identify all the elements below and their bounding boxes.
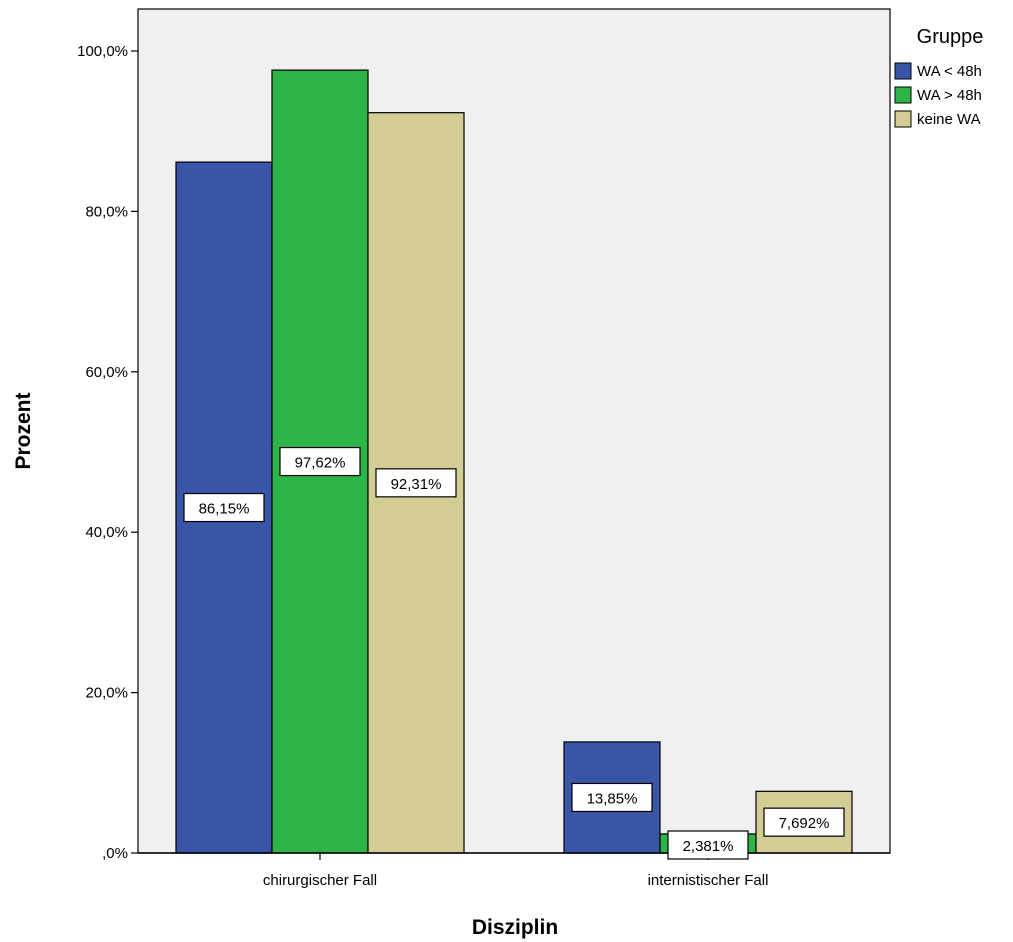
data-label-box [375,468,457,498]
data-label: 92,31% [391,476,442,493]
x-axis-title: Disziplin [472,916,558,939]
data-label-box [571,782,653,813]
y-tick-label: 60,0% [85,364,128,381]
x-tick-label: chirurgischer Fall [263,872,377,889]
data-label-box [183,492,265,523]
x-tick-label: internistischer Fall [648,872,769,889]
legend-swatch [894,86,912,104]
legend-swatch [894,110,912,128]
data-label: 13,85% [587,790,638,807]
y-axis-title: Prozent [12,392,35,469]
legend-swatch [894,62,912,80]
data-label: 97,62% [295,455,346,472]
y-tick-label: 80,0% [85,203,128,220]
y-tick-label: ,0% [102,845,128,862]
legend-label: WA < 48h [917,63,982,80]
data-label: 7,692% [779,815,830,832]
legend: Gruppe WA < 48h WA > 48h keine WA [894,26,984,128]
data-labels: 86,15% 97,62% 92,31% 13,85% 2,381% 7,692% [183,446,845,860]
data-label: 86,15% [199,501,250,518]
x-axis: chirurgischer Fall internistischer Fall [138,852,890,889]
y-tick-label: 100,0% [77,43,128,60]
y-tick-label: 20,0% [85,685,128,702]
data-label: 2,381% [683,838,734,855]
data-label-box [667,830,749,860]
data-label-box [279,446,361,477]
legend-label: WA > 48h [917,87,982,104]
y-tick-label: 40,0% [85,524,128,541]
legend-title: Gruppe [917,26,984,48]
data-label-box [763,807,845,837]
y-axis: ,0% 20,0% 40,0% 60,0% 80,0% 100,0% [77,43,138,862]
legend-label: keine WA [917,111,981,128]
